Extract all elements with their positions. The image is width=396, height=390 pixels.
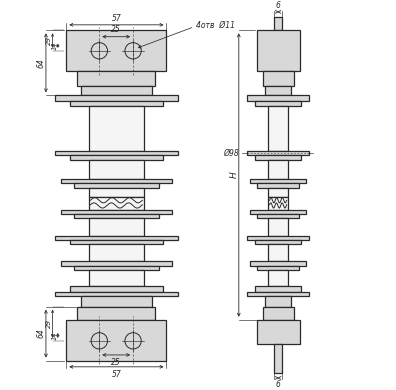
Bar [61, 261, 172, 266]
Bar [268, 106, 288, 151]
Text: 6: 6 [276, 380, 280, 389]
Bar [89, 106, 144, 151]
Bar [268, 160, 288, 179]
Bar [70, 155, 163, 160]
Text: 14: 14 [51, 42, 57, 50]
Text: 14: 14 [51, 331, 57, 340]
Bar [268, 245, 288, 261]
Bar [70, 240, 163, 245]
Bar [89, 270, 144, 286]
Text: 25: 25 [111, 25, 121, 34]
Bar [255, 155, 301, 160]
Text: H: H [230, 172, 239, 179]
Bar [89, 218, 144, 236]
Bar [66, 320, 166, 360]
Bar [255, 240, 301, 245]
Bar [268, 197, 288, 209]
Bar [250, 209, 306, 214]
Bar [268, 188, 288, 197]
Bar [255, 286, 301, 292]
Bar [55, 236, 177, 240]
Bar [61, 209, 172, 214]
Bar [268, 218, 288, 236]
Bar [250, 261, 306, 266]
Bar [55, 95, 177, 101]
Bar [263, 71, 294, 86]
Text: 57: 57 [112, 14, 121, 23]
Bar [74, 183, 159, 188]
Bar [70, 101, 163, 106]
Text: 57: 57 [112, 370, 121, 379]
Bar [89, 188, 144, 197]
Bar [248, 292, 309, 296]
Bar [89, 160, 144, 179]
Bar [248, 151, 309, 155]
Bar [257, 30, 300, 71]
Text: 64: 64 [37, 329, 46, 339]
Bar [74, 266, 159, 270]
Bar [55, 151, 177, 155]
Bar [257, 266, 299, 270]
Bar [265, 86, 291, 95]
Text: 29: 29 [46, 319, 52, 328]
Bar [55, 292, 177, 296]
Bar [66, 30, 166, 71]
Text: 4отв  Ø11: 4отв Ø11 [196, 21, 235, 30]
Bar [248, 236, 309, 240]
Bar [74, 214, 159, 218]
Bar [257, 183, 299, 188]
Bar [89, 245, 144, 261]
Bar [61, 179, 172, 183]
Bar [274, 344, 282, 374]
Bar [255, 101, 301, 106]
Bar [257, 320, 300, 344]
Bar [78, 307, 155, 320]
Bar [274, 18, 282, 30]
Text: 6: 6 [276, 1, 280, 10]
Bar [81, 86, 152, 95]
Bar [265, 296, 291, 307]
Bar [70, 286, 163, 292]
Text: Ø98: Ø98 [223, 149, 239, 158]
Bar [248, 95, 309, 101]
Text: 29: 29 [46, 36, 52, 45]
Bar [78, 71, 155, 86]
Bar [268, 270, 288, 286]
Bar [89, 197, 144, 209]
Bar [263, 307, 294, 320]
Bar [257, 214, 299, 218]
Text: 25: 25 [111, 358, 121, 367]
Bar [250, 179, 306, 183]
Bar [81, 296, 152, 307]
Text: 64: 64 [37, 58, 46, 68]
